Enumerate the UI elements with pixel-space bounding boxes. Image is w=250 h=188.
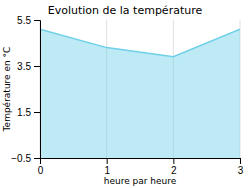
tick-label: −0.5 xyxy=(11,153,31,164)
x-axis-title: heure par heure xyxy=(104,176,177,186)
tick: 3.5 xyxy=(17,61,40,72)
tick-mark xyxy=(240,158,241,164)
tick: −0.5 xyxy=(11,153,40,164)
tick: 3 xyxy=(238,158,244,176)
tick: 1 xyxy=(104,158,110,176)
tick: 5.5 xyxy=(17,15,40,26)
x-grid xyxy=(40,20,240,158)
tick-label: 1.5 xyxy=(17,107,31,118)
x-axis: 0 1 2 3 xyxy=(38,158,244,176)
plot: 0 1 2 3 −0.5 1.5 3.5 5.5 xyxy=(11,15,243,176)
line xyxy=(40,29,240,57)
area xyxy=(40,29,240,158)
tick-label: 0 xyxy=(38,165,44,176)
tick: 2 xyxy=(171,158,177,176)
tick-label: 3.5 xyxy=(17,61,31,72)
axis-line xyxy=(41,159,241,165)
tick: 1.5 xyxy=(17,107,40,118)
tick-label: 5.5 xyxy=(17,15,31,26)
y-axis: −0.5 1.5 3.5 5.5 xyxy=(11,15,40,164)
axis-line xyxy=(34,21,41,159)
tick-mark xyxy=(34,112,40,113)
tick-mark xyxy=(34,158,40,159)
tick-label: 2 xyxy=(171,165,177,176)
tick-mark xyxy=(173,158,174,164)
tick: 0 xyxy=(38,158,44,176)
tick-label: 3 xyxy=(238,165,244,176)
tick-label: 1 xyxy=(104,165,110,176)
tick-mark xyxy=(107,158,108,164)
title: Evolution de la température xyxy=(48,4,203,17)
chart: 0 1 2 3 −0.5 1.5 3.5 5.5 Evolution de la tempéra… xyxy=(0,0,250,188)
y-axis-title: Température en °C xyxy=(2,47,12,133)
tick-mark xyxy=(34,20,40,21)
marks xyxy=(40,29,240,158)
tick-mark xyxy=(34,66,40,67)
